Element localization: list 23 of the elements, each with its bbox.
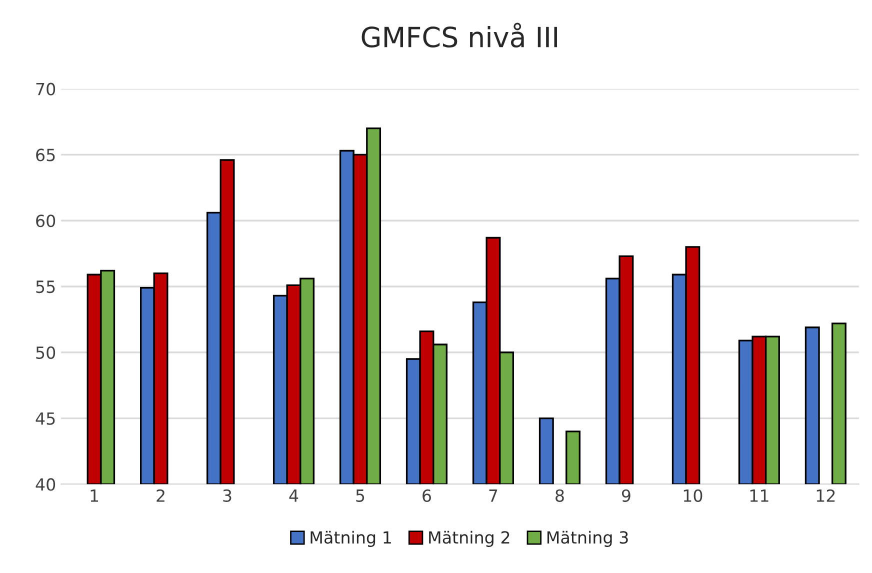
chart-title: GMFCS nivå III xyxy=(362,22,558,48)
y-tick-label: 65 xyxy=(36,148,55,162)
y-tick-label: 45 xyxy=(36,412,55,425)
y-tick-label: 55 xyxy=(36,280,55,294)
x-tick-label: 8 xyxy=(556,489,564,502)
legend-label: Mätning 3 xyxy=(547,530,628,547)
x-tick-label: 2 xyxy=(156,489,164,502)
legend-label: Mätning 1 xyxy=(310,530,391,547)
x-tick-label: 7 xyxy=(489,490,498,502)
x-tick-label: 4 xyxy=(289,490,298,502)
y-tick-label: 70 xyxy=(36,82,56,96)
x-tick-label: 9 xyxy=(622,489,630,502)
x-tick-label: 11 xyxy=(750,490,768,502)
legend-label: Mätning 2 xyxy=(429,530,510,547)
x-tick-label: 6 xyxy=(422,489,431,502)
x-tick-label: 12 xyxy=(816,489,835,502)
x-tick-label: 3 xyxy=(223,489,232,502)
y-tick-label: 60 xyxy=(36,214,56,228)
x-tick-label: 5 xyxy=(356,490,364,502)
y-tick-label: 40 xyxy=(36,478,56,491)
x-tick-label: 1 xyxy=(90,490,98,502)
y-tick-label: 50 xyxy=(36,346,56,359)
x-tick-label: 10 xyxy=(684,489,702,502)
